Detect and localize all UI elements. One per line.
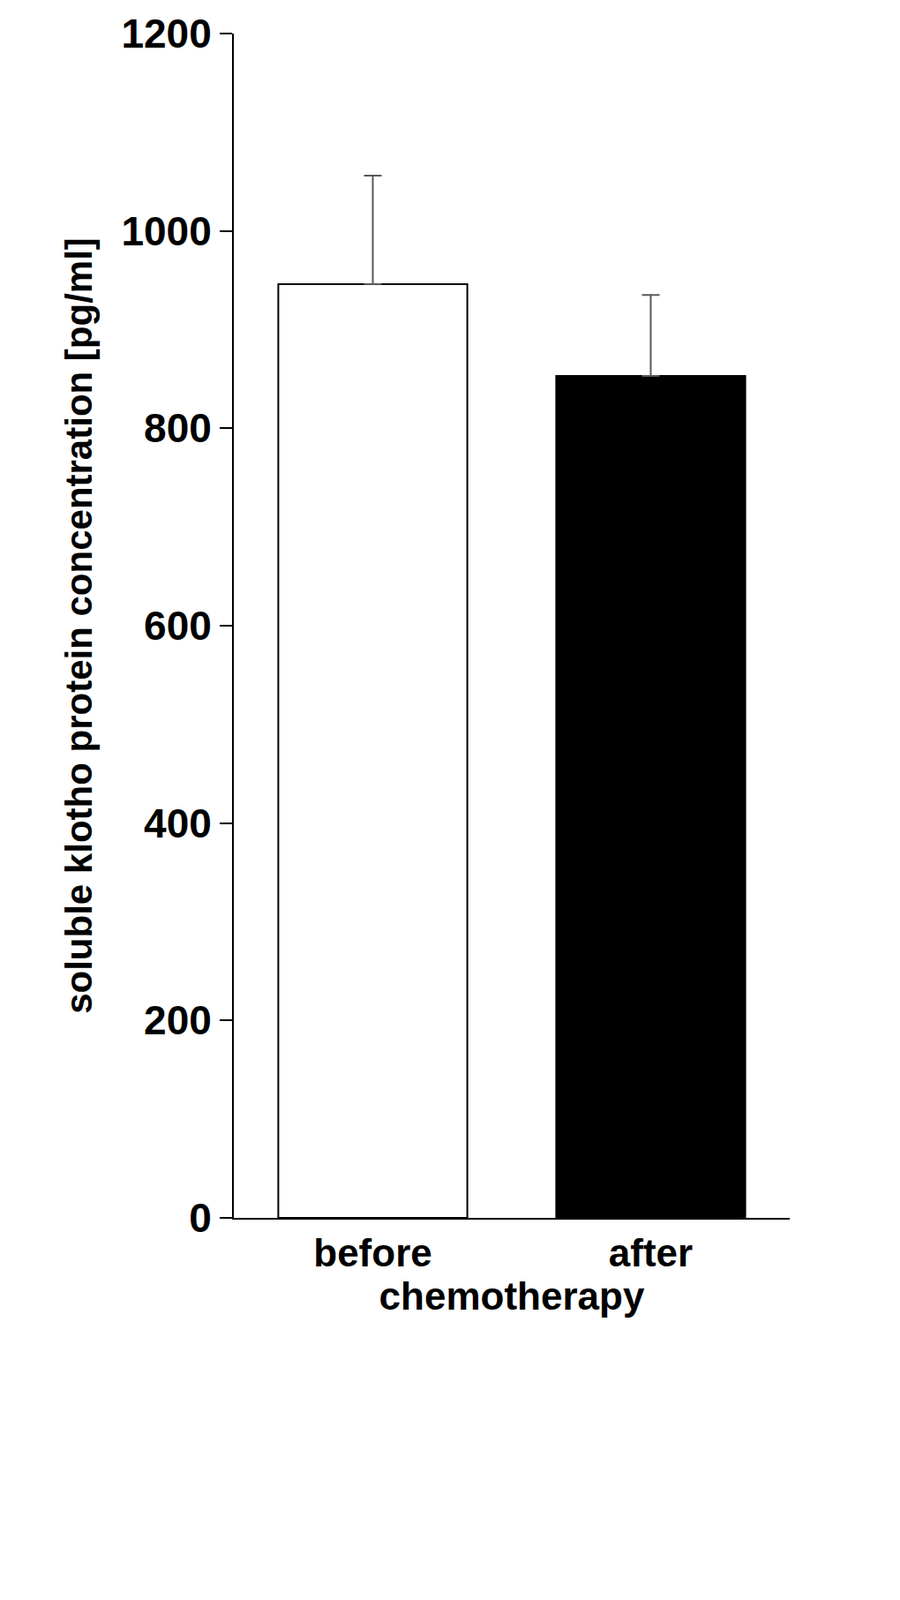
svg-text:1200: 1200 bbox=[120, 10, 211, 57]
svg-text:400: 400 bbox=[143, 800, 212, 847]
svg-text:after: after bbox=[608, 1230, 693, 1275]
svg-text:chemotherapy: chemotherapy bbox=[379, 1274, 645, 1318]
svg-text:200: 200 bbox=[143, 997, 212, 1043]
svg-text:before: before bbox=[313, 1230, 432, 1275]
svg-text:0: 0 bbox=[188, 1194, 212, 1241]
svg-text:1000: 1000 bbox=[120, 208, 211, 255]
svg-text:soluble klotho protein concent: soluble klotho protein concentration [pg… bbox=[58, 237, 100, 1014]
svg-text:800: 800 bbox=[143, 405, 212, 451]
svg-text:600: 600 bbox=[143, 602, 212, 649]
